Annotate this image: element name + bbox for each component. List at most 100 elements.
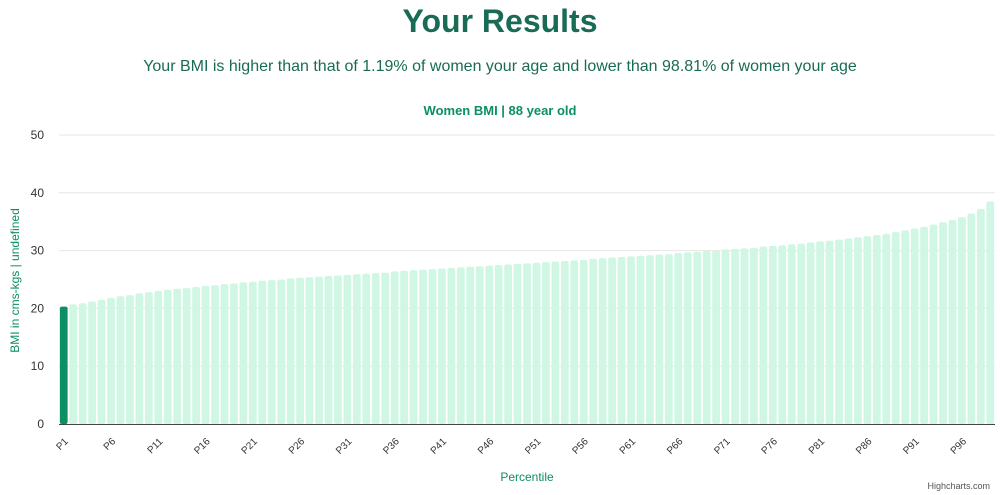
bar[interactable] xyxy=(277,279,286,425)
bar[interactable] xyxy=(712,250,720,424)
bar[interactable] xyxy=(570,260,579,424)
bar[interactable] xyxy=(381,272,390,424)
bar[interactable] xyxy=(248,281,257,424)
bar[interactable] xyxy=(154,291,163,424)
bar[interactable] xyxy=(816,241,824,424)
bar[interactable] xyxy=(286,278,295,424)
bar[interactable] xyxy=(438,268,446,424)
bar[interactable] xyxy=(135,293,144,424)
bar[interactable] xyxy=(220,284,229,424)
bar[interactable] xyxy=(400,270,408,424)
bar[interactable] xyxy=(929,224,938,424)
bar[interactable] xyxy=(958,217,966,424)
bar[interactable] xyxy=(797,243,806,424)
bar[interactable] xyxy=(806,242,815,424)
bar[interactable] xyxy=(655,254,664,424)
bar[interactable] xyxy=(882,233,891,424)
bar[interactable] xyxy=(343,274,352,424)
bar[interactable] xyxy=(825,240,834,424)
bar[interactable] xyxy=(674,252,683,424)
bar[interactable] xyxy=(589,258,598,424)
bar[interactable] xyxy=(967,213,976,424)
bar[interactable] xyxy=(230,283,238,424)
bar[interactable] xyxy=(910,228,919,424)
bar[interactable] xyxy=(636,255,645,424)
bar[interactable] xyxy=(920,226,928,424)
bar[interactable] xyxy=(523,263,531,424)
bar[interactable] xyxy=(532,262,541,424)
bar[interactable] xyxy=(579,259,588,424)
credits-link[interactable]: Highcharts.com xyxy=(927,481,990,491)
bar[interactable] xyxy=(201,285,210,424)
bar[interactable] xyxy=(173,288,182,424)
bar[interactable] xyxy=(144,292,153,424)
bar[interactable] xyxy=(315,276,323,424)
bar[interactable] xyxy=(731,248,739,424)
bar[interactable] xyxy=(948,219,957,424)
bar[interactable] xyxy=(778,245,787,424)
bar[interactable] xyxy=(447,267,456,424)
bar[interactable] xyxy=(976,208,985,424)
bar[interactable] xyxy=(78,303,87,424)
bar[interactable] xyxy=(362,273,371,424)
bar[interactable] xyxy=(107,297,115,424)
bar[interactable] xyxy=(854,237,862,424)
bar[interactable] xyxy=(721,249,730,424)
bar[interactable] xyxy=(835,239,843,424)
bar[interactable] xyxy=(551,261,560,424)
bar[interactable] xyxy=(390,271,399,424)
bar[interactable] xyxy=(485,265,494,424)
bar[interactable] xyxy=(787,244,796,424)
bar[interactable] xyxy=(192,287,200,424)
bar[interactable] xyxy=(844,238,853,424)
bar[interactable] xyxy=(939,222,947,424)
bar[interactable] xyxy=(88,301,96,424)
bar[interactable] xyxy=(872,234,881,424)
bar[interactable] xyxy=(617,256,626,424)
bar[interactable] xyxy=(475,266,484,424)
bar[interactable] xyxy=(750,247,758,424)
bar[interactable] xyxy=(324,276,333,424)
bar[interactable] xyxy=(759,246,768,424)
bar[interactable] xyxy=(69,304,78,424)
bar[interactable] xyxy=(901,230,910,424)
bar[interactable] xyxy=(513,263,522,424)
bar[interactable] xyxy=(258,280,267,424)
bar[interactable] xyxy=(419,269,427,424)
bar[interactable] xyxy=(211,285,219,424)
bar[interactable] xyxy=(409,270,418,424)
bar[interactable] xyxy=(646,255,654,424)
bar[interactable] xyxy=(504,264,512,424)
bar[interactable] xyxy=(693,251,702,424)
bar[interactable] xyxy=(598,258,607,424)
bar[interactable] xyxy=(740,248,749,424)
bar[interactable] xyxy=(702,251,711,424)
bar[interactable] xyxy=(627,256,635,424)
bar[interactable] xyxy=(352,274,361,424)
bar[interactable] xyxy=(664,254,673,424)
bar[interactable] xyxy=(494,265,503,424)
bar[interactable] xyxy=(608,257,616,424)
bar[interactable] xyxy=(267,280,276,424)
bar[interactable] xyxy=(371,273,380,424)
bar[interactable] xyxy=(768,245,777,424)
bar[interactable] xyxy=(296,277,304,424)
bar[interactable] xyxy=(456,267,465,424)
bar[interactable] xyxy=(163,289,172,424)
bar[interactable] xyxy=(542,262,550,424)
bar[interactable] xyxy=(863,236,872,424)
bar[interactable] xyxy=(334,275,342,424)
bar[interactable] xyxy=(560,261,569,424)
bar[interactable] xyxy=(683,252,692,424)
bar[interactable] xyxy=(239,282,248,424)
bar[interactable] xyxy=(305,277,314,424)
bar[interactable] xyxy=(428,269,437,424)
bar[interactable] xyxy=(182,288,191,424)
bar[interactable] xyxy=(97,299,106,424)
bar[interactable] xyxy=(126,295,134,424)
bar-highlight[interactable] xyxy=(59,306,68,424)
bar[interactable] xyxy=(466,266,475,424)
bar[interactable] xyxy=(116,296,125,424)
bar[interactable] xyxy=(891,232,900,424)
bar[interactable] xyxy=(986,201,995,424)
